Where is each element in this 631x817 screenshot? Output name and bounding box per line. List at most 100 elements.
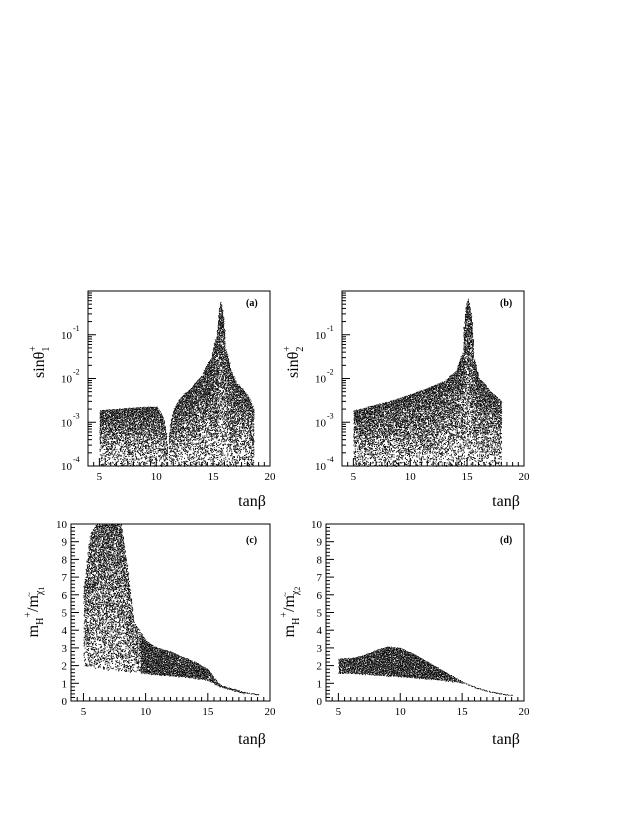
scatter-point: [100, 416, 101, 417]
scatter-point: [152, 448, 153, 449]
scatter-point: [140, 428, 141, 429]
scatter-point: [133, 450, 134, 451]
scatter-point: [201, 420, 202, 421]
scatter-point: [120, 425, 121, 426]
scatter-point: [164, 423, 165, 424]
scatter-point: [107, 420, 108, 421]
scatter-point: [136, 425, 137, 426]
scatter-point: [161, 420, 162, 421]
scatter-point: [219, 447, 220, 448]
scatter-point: [107, 415, 108, 416]
scatter-point: [205, 383, 206, 384]
scatter-point: [143, 446, 144, 447]
scatter-point: [171, 461, 172, 462]
scatter-point: [166, 453, 167, 454]
scatter-point: [220, 355, 221, 356]
scatter-point: [107, 443, 108, 444]
scatter-point: [220, 415, 221, 416]
scatter-point: [190, 442, 191, 443]
scatter-point: [144, 408, 145, 409]
scatter-point: [218, 387, 219, 388]
scatter-point: [218, 315, 219, 316]
scatter-point: [203, 391, 204, 392]
scatter-point: [209, 364, 210, 365]
scatter-point: [191, 424, 192, 425]
scatter-point: [130, 436, 131, 437]
scatter-point: [178, 406, 179, 407]
scatter-point: [116, 419, 117, 420]
scatter-point: [161, 430, 162, 431]
scatter-point: [183, 405, 184, 406]
scatter-point: [216, 418, 217, 419]
scatter-point: [159, 441, 160, 442]
scatter-point: [187, 400, 188, 401]
scatter-point: [124, 432, 125, 433]
scatter-point: [109, 425, 110, 426]
scatter-point: [178, 418, 179, 419]
scatter-point: [108, 454, 109, 455]
scatter-point: [205, 462, 206, 463]
scatter-point: [122, 424, 123, 425]
scatter-point: [157, 408, 158, 409]
scatter-point: [131, 461, 132, 462]
scatter-point: [213, 368, 214, 369]
scatter-point: [111, 412, 112, 413]
scatter-point: [207, 452, 208, 453]
scatter-point: [174, 447, 175, 448]
scatter-point: [210, 401, 211, 402]
scatter-point: [216, 380, 217, 381]
scatter-point: [146, 424, 147, 425]
scatter-point: [215, 437, 216, 438]
scatter-point: [101, 434, 102, 435]
scatter-point: [111, 449, 112, 450]
scatter-point: [177, 448, 178, 449]
scatter-point: [219, 328, 220, 329]
scatter-point: [206, 431, 207, 432]
scatter-point: [188, 433, 189, 434]
scatter-point: [163, 417, 164, 418]
scatter-point: [183, 421, 184, 422]
scatter-point: [141, 458, 142, 459]
scatter-point: [125, 439, 126, 440]
scatter-point: [123, 460, 124, 461]
scatter-point: [179, 458, 180, 459]
scatter-point: [132, 436, 133, 437]
scatter-point: [114, 442, 115, 443]
scatter-point: [103, 429, 104, 430]
scatter-point: [215, 393, 216, 394]
scatter-point: [216, 400, 217, 401]
scatter-point: [199, 435, 200, 436]
scatter-point: [212, 436, 213, 437]
scatter-point: [179, 413, 180, 414]
scatter-point: [220, 376, 221, 377]
scatter-point: [199, 464, 200, 465]
scatter-point: [219, 320, 220, 321]
scatter-point: [201, 417, 202, 418]
scatter-point: [218, 338, 219, 339]
scatter-point: [160, 422, 161, 423]
scatter-point: [180, 436, 181, 437]
scatter-point: [185, 400, 186, 401]
scatter-point: [162, 417, 163, 418]
scatter-point: [135, 417, 136, 418]
scatter-point: [184, 435, 185, 436]
scatter-point: [155, 459, 156, 460]
scatter-point: [199, 386, 200, 387]
scatter-point: [202, 400, 203, 401]
scatter-point: [205, 408, 206, 409]
scatter-point: [134, 425, 135, 426]
scatter-point: [208, 415, 209, 416]
scatter-point: [132, 419, 133, 420]
scatter-point: [185, 433, 186, 434]
scatter-point: [124, 425, 125, 426]
scatter-point: [196, 434, 197, 435]
scatter-point: [134, 426, 135, 427]
scatter-point: [166, 443, 167, 444]
scatter-point: [221, 322, 222, 323]
scatter-point: [179, 431, 180, 432]
scatter-point: [201, 376, 202, 377]
scatter-point: [185, 395, 186, 396]
scatter-point: [123, 453, 124, 454]
scatter-point: [220, 394, 221, 395]
scatter-point: [197, 462, 198, 463]
